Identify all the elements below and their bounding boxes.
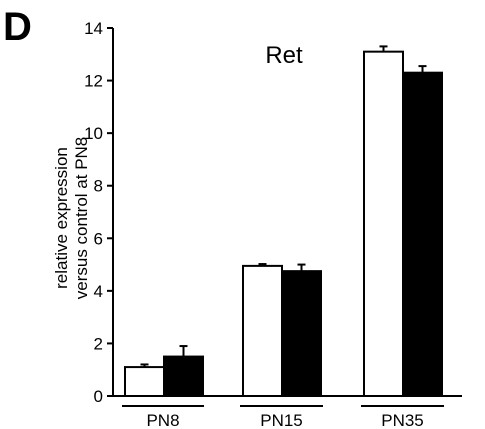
y-tick-label: 0 [94,387,103,406]
y-tick-label: 6 [94,229,103,248]
y-tick-label: 12 [84,72,103,91]
x-category-label: PN8 [146,411,179,429]
bar [163,355,204,398]
y-tick-label: 2 [94,334,103,353]
y-axis-title-line-2: versus control at PN8 [72,137,91,300]
bar [124,366,165,398]
x-category-label: PN15 [260,411,303,429]
y-tick-label: 8 [94,177,103,196]
x-category-label: PN35 [381,411,424,429]
bar [242,264,283,397]
plot-area: 0 2 4 6 8 10 12 14 PN8 PN15 PN35 [84,19,462,429]
bar [281,270,322,397]
bar [402,71,443,398]
y-tick-label: 10 [84,124,103,143]
y-axis-title-line-1: relative expression [52,147,71,289]
bar [363,50,404,398]
y-tick-label: 14 [84,19,103,38]
panel-letter: D [3,5,32,49]
chart-title: Ret [265,42,303,69]
y-tick-label: 4 [94,282,103,301]
y-axis-title: relative expression versus control at PN… [52,137,91,300]
